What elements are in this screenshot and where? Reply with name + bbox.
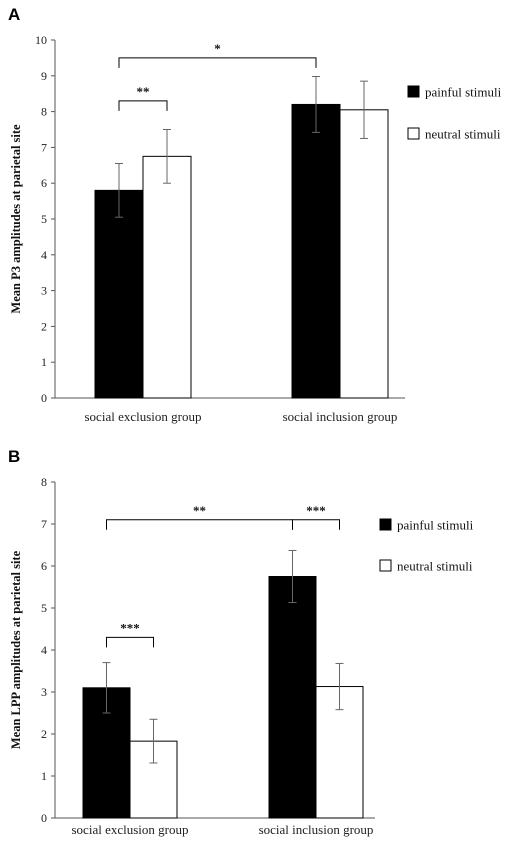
- significance-bracket: [292, 519, 340, 530]
- legend-swatch: [407, 127, 420, 140]
- y-tick-label: 3: [41, 284, 47, 298]
- significance-label: ***: [306, 503, 326, 518]
- bar-painful: [94, 189, 144, 399]
- significance-bracket: [118, 57, 317, 68]
- y-tick-label: 1: [41, 769, 47, 783]
- legend-label: neutral stimuli: [425, 127, 501, 142]
- bar-painful: [291, 103, 341, 399]
- y-tick-label: 0: [41, 811, 47, 825]
- y-tick-label: 6: [41, 559, 47, 573]
- legend-swatch: [379, 518, 392, 531]
- x-category-label: social exclusion group: [85, 409, 202, 424]
- bar-neutral: [339, 109, 389, 399]
- y-axis-label: Mean LPP amplitudes at parietal site: [9, 550, 23, 749]
- y-tick-label: 9: [41, 69, 47, 83]
- legend-swatch: [407, 85, 420, 98]
- y-tick-label: 6: [41, 176, 47, 190]
- significance-bracket: [106, 636, 154, 648]
- y-tick-label: 3: [41, 685, 47, 699]
- significance-bracket: [106, 519, 293, 530]
- bar-neutral: [142, 155, 192, 399]
- panel-letter: B: [8, 447, 20, 466]
- chart-panel-a: A Mean P3 amplitudes at parietal site 0 1 2 3…: [8, 5, 502, 424]
- y-tick-label: 8: [41, 475, 47, 489]
- y-tick-label: 8: [41, 105, 47, 119]
- legend-label: painful stimuli: [397, 518, 474, 533]
- legend-label: neutral stimuli: [397, 559, 473, 574]
- y-tick-label: 5: [41, 212, 47, 226]
- significance-bracket: [118, 100, 168, 111]
- legend-label: painful stimuli: [425, 85, 502, 100]
- y-tick-label: 4: [41, 248, 47, 262]
- significance-label: **: [193, 503, 206, 518]
- x-category-label: social inclusion group: [259, 822, 374, 837]
- y-tick-label: 7: [41, 517, 47, 531]
- significance-label: *: [214, 41, 221, 56]
- y-tick-label: 1: [41, 355, 47, 369]
- chart-panel-b: B Mean LPP amplitudes at parietal site 0 1 2…: [8, 447, 474, 837]
- y-tick-label: 7: [41, 140, 47, 154]
- y-tick-label: 10: [35, 33, 47, 47]
- panel-letter: A: [8, 5, 20, 24]
- y-tick-label: 4: [41, 643, 47, 657]
- x-category-label: social inclusion group: [283, 409, 398, 424]
- significance-label: ***: [120, 620, 140, 635]
- y-tick-label: 2: [41, 319, 47, 333]
- y-tick-label: 0: [41, 391, 47, 405]
- y-tick-label: 5: [41, 601, 47, 615]
- y-tick-label: 2: [41, 727, 47, 741]
- x-category-label: social exclusion group: [72, 822, 189, 837]
- bar-painful: [268, 576, 317, 819]
- significance-label: **: [137, 84, 150, 99]
- y-axis-label: Mean P3 amplitudes at parietal site: [9, 124, 23, 314]
- legend-swatch: [379, 559, 392, 572]
